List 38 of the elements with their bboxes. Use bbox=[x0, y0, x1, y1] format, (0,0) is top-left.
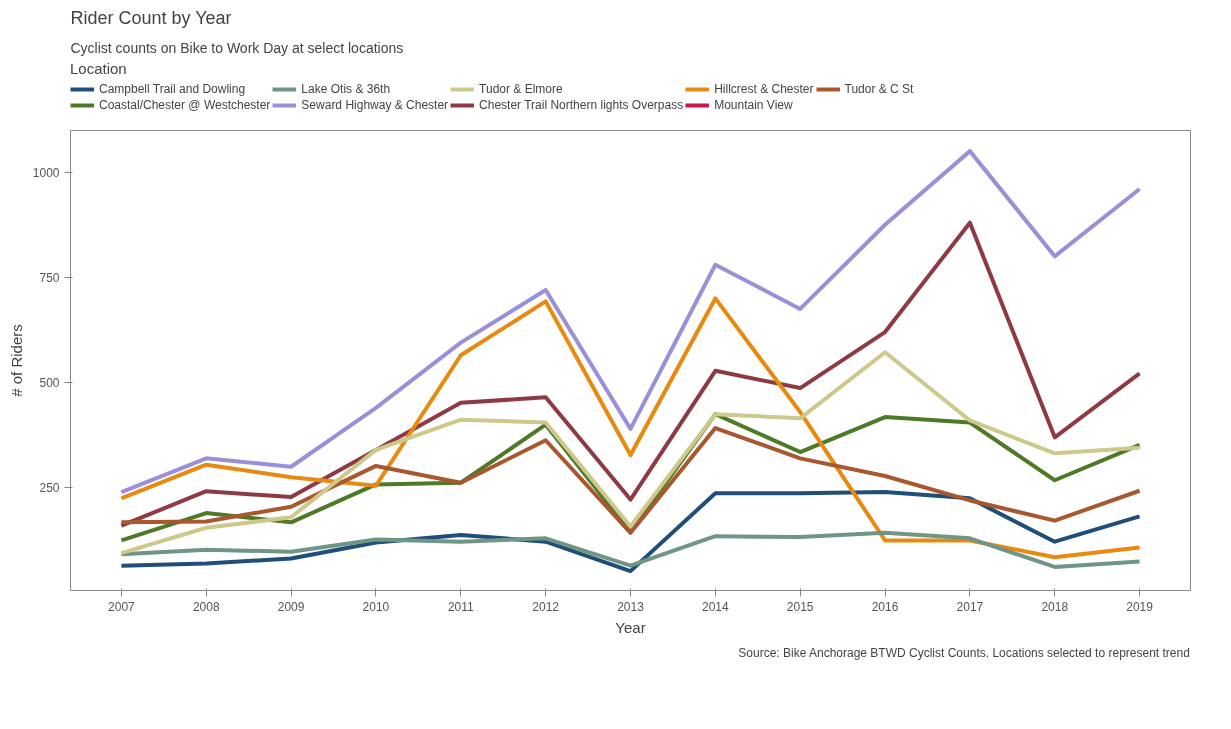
x-tick-label: 2011 bbox=[447, 599, 475, 614]
legend-label: Lake Otis & 36th bbox=[301, 82, 391, 96]
source-note: Source: Bike Anchorage BTWD Cyclist Counts. Locations selected to represent trend bbox=[738, 645, 1190, 660]
legend-title: Location bbox=[70, 60, 128, 77]
x-tick-label: 2015 bbox=[786, 599, 814, 614]
chart-title: Rider Count by Year bbox=[70, 7, 232, 28]
x-axis-title: Year bbox=[615, 618, 646, 636]
legend-label: Tudor & Elmore bbox=[479, 82, 563, 96]
y-tick-label: 1000 bbox=[32, 165, 60, 180]
y-axis-title: # of Riders bbox=[7, 324, 25, 397]
line-series bbox=[119, 350, 1142, 556]
line-series bbox=[119, 530, 1142, 569]
x-tick-label: 2012 bbox=[532, 599, 560, 614]
legend-label: Mountain View bbox=[714, 98, 793, 112]
x-tick-label: 2007 bbox=[108, 599, 136, 614]
legend-label: Coastal/Chester @ Westchester bbox=[99, 98, 271, 112]
x-tick-label: 2019 bbox=[1126, 599, 1154, 614]
legend-label: Hillcrest & Chester bbox=[714, 82, 814, 96]
legend-label: Chester Trail Northern lights Overpass bbox=[479, 98, 684, 112]
legend-label: Campbell Trail and Dowling bbox=[99, 82, 246, 96]
x-tick-label: 2008 bbox=[192, 599, 220, 614]
line-series bbox=[119, 149, 1142, 495]
legend-label: Tudor & C St bbox=[844, 82, 914, 96]
legend-label: Seward Highway & Chester bbox=[301, 98, 449, 112]
line-series bbox=[119, 220, 1142, 528]
y-tick-label: 500 bbox=[39, 376, 60, 391]
chart-subtitle: Cyclist counts on Bike to Work Day at select locations bbox=[70, 39, 404, 56]
x-tick-label: 2018 bbox=[1041, 599, 1069, 614]
y-tick-label: 250 bbox=[39, 481, 60, 496]
x-tick-label: 2013 bbox=[617, 599, 645, 614]
x-tick-label: 2014 bbox=[702, 599, 730, 614]
x-tick-label: 2009 bbox=[277, 599, 305, 614]
line-series bbox=[119, 426, 1142, 535]
x-tick-label: 2010 bbox=[362, 599, 390, 614]
line-series bbox=[119, 296, 1142, 560]
x-tick-label: 2017 bbox=[956, 599, 984, 614]
x-tick-label: 2016 bbox=[871, 599, 899, 614]
y-tick-label: 750 bbox=[39, 270, 60, 285]
